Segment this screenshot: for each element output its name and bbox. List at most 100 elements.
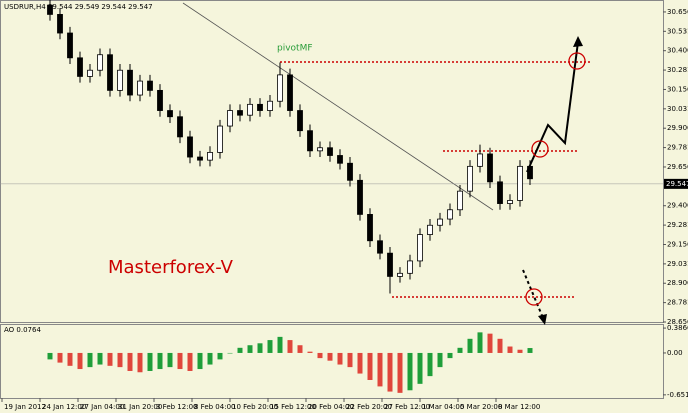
ao-bar xyxy=(137,352,143,373)
main-frame xyxy=(0,0,664,323)
candle-body xyxy=(277,74,283,102)
candle-body xyxy=(467,165,473,192)
x-tick-label: 15 Feb 12:00 xyxy=(270,403,316,411)
y-tick-label: 0.00 xyxy=(667,349,683,357)
x-tick-label: 27 Feb 12:00 xyxy=(384,403,430,411)
last-price-tag xyxy=(664,178,688,189)
ao-bar xyxy=(287,340,293,353)
x-tick-label: 3 Feb 12:00 xyxy=(156,403,197,411)
candle-body xyxy=(477,153,483,167)
y-tick-label: 28.781 xyxy=(667,299,688,307)
forecast-arrow xyxy=(522,269,544,319)
candle-body xyxy=(337,155,343,164)
ao-bar xyxy=(437,352,443,368)
ao-bar xyxy=(347,352,353,368)
candle-body xyxy=(247,103,253,116)
candle-body xyxy=(287,74,293,111)
ao-bar xyxy=(97,352,103,365)
candle-body xyxy=(427,224,433,235)
candle-body xyxy=(47,4,53,15)
annotation: Masterforex-V xyxy=(108,257,234,278)
y-tick-label: 29.656 xyxy=(667,163,688,171)
candle-body xyxy=(447,209,453,220)
ao-bar xyxy=(77,352,83,370)
candle-body xyxy=(517,165,523,201)
indicator-title: AO 0.0764 xyxy=(4,326,41,334)
ao-bar xyxy=(257,343,263,353)
ao-bar xyxy=(167,352,173,368)
candle-body xyxy=(267,100,273,111)
ao-bar xyxy=(197,352,203,370)
candle-body xyxy=(157,89,163,111)
ao-bar xyxy=(317,352,323,359)
arrow-head xyxy=(538,314,547,325)
candle-body xyxy=(307,130,313,152)
ao-bar xyxy=(157,352,163,370)
y-tick-label: 30.656 xyxy=(667,8,688,16)
ao-bar xyxy=(297,345,303,353)
ao-bar xyxy=(527,348,533,353)
candle-body xyxy=(317,147,323,152)
ao-bar xyxy=(447,352,453,359)
ao-bar xyxy=(497,338,503,353)
ao-bar xyxy=(87,352,93,368)
candle-body xyxy=(297,110,303,132)
candle-body xyxy=(347,162,353,181)
trend-line xyxy=(182,2,494,211)
candle-body xyxy=(387,252,393,277)
y-tick-label: -0.6511 xyxy=(667,391,688,399)
target-circle xyxy=(568,52,586,70)
ao-bar xyxy=(377,352,383,387)
candle-body xyxy=(367,214,373,242)
y-tick-label: 30.156 xyxy=(667,85,688,93)
ao-bar xyxy=(107,352,113,366)
ao-bar xyxy=(127,352,133,371)
target-circle xyxy=(531,140,549,158)
y-tick-label: 30.281 xyxy=(667,66,688,74)
ao-frame xyxy=(0,324,664,399)
candle-body xyxy=(117,69,123,91)
candle-body xyxy=(227,110,233,127)
x-tick-label: 24 Jan 12:00 xyxy=(42,403,86,411)
y-tick-label: 28.656 xyxy=(667,318,688,326)
candle-body xyxy=(257,103,263,111)
candle-body xyxy=(147,80,153,91)
ao-bar xyxy=(367,352,373,380)
y-tick-label: 29.281 xyxy=(667,221,688,229)
candle-body xyxy=(187,136,193,158)
ao-bar xyxy=(517,349,523,353)
candle-body xyxy=(487,153,493,183)
y-tick-label: 29.781 xyxy=(667,144,688,152)
candle-body xyxy=(107,54,113,91)
ao-bar xyxy=(457,347,463,353)
y-tick-label: 0.3866 xyxy=(667,324,688,332)
candle-body xyxy=(377,240,383,254)
candle-body xyxy=(237,110,243,116)
ao-bar xyxy=(147,352,153,371)
x-tick-label: 8 Mar 12:00 xyxy=(498,403,540,411)
arrow-head xyxy=(573,36,583,47)
x-tick-label: 5 Mar 20:00 xyxy=(460,403,502,411)
ao-bar xyxy=(267,340,273,353)
ao-bar xyxy=(117,352,123,368)
y-tick-label: 30.531 xyxy=(667,27,688,35)
annotation: pivotMF xyxy=(277,44,313,54)
y-tick-label: 30.031 xyxy=(667,105,688,113)
x-tick-label: 8 Feb 04:00 xyxy=(194,403,235,411)
x-tick-label: 27 Jan 04:00 xyxy=(80,403,124,411)
candle-body xyxy=(177,116,183,138)
candle-body xyxy=(217,125,223,153)
candle-body xyxy=(507,200,513,204)
ao-bar xyxy=(47,352,53,360)
ao-bar xyxy=(387,352,393,392)
candle-body xyxy=(207,151,213,161)
ao-bar xyxy=(467,338,473,353)
candle-body xyxy=(87,69,93,77)
ao-bar xyxy=(327,352,333,361)
y-tick-label: 29.156 xyxy=(667,240,688,248)
ao-bar xyxy=(67,352,73,366)
y-tick-label: 28.906 xyxy=(667,279,688,287)
x-tick-label: 1 Mar 04:00 xyxy=(422,403,464,411)
candle-body xyxy=(397,272,403,277)
